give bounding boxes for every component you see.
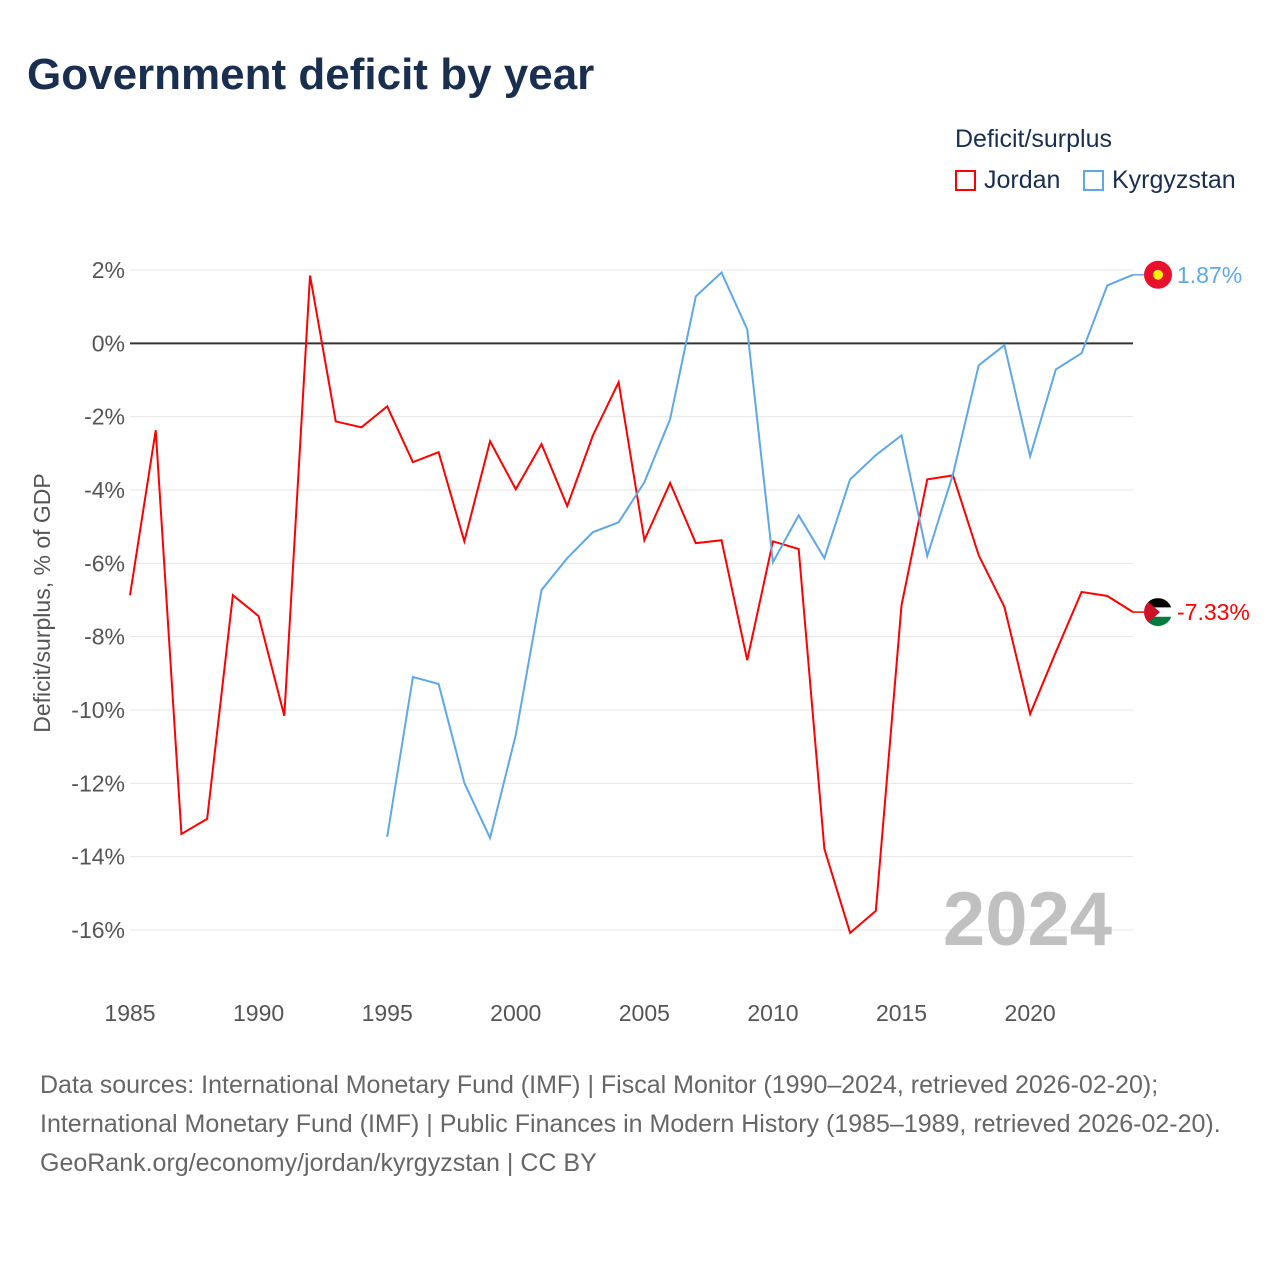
legend-item-kyrgyzstan[interactable]: Kyrgyzstan	[1083, 166, 1236, 195]
kyrgyzstan-flag-icon	[1144, 260, 1172, 289]
line-chart: 2% 0% -2% -4% -6% -8% -10% -12% -14% -16% 1985 1990…	[29, 257, 1250, 1026]
x-tick-label: 2015	[876, 1000, 927, 1026]
x-tick-label: 2000	[490, 1000, 541, 1026]
legend-swatch-jordan	[955, 170, 976, 191]
y-tick-label: -14%	[71, 844, 125, 870]
y-tick-label: 0%	[92, 330, 125, 356]
end-value-label: 1.87%	[1177, 262, 1242, 288]
y-tick-label: 2%	[92, 257, 125, 283]
flag-triangle	[1144, 598, 1160, 627]
x-tick-label: 2005	[619, 1000, 670, 1026]
x-tick-label: 1990	[233, 1000, 284, 1026]
footer: Data sources: International Monetary Fun…	[40, 1066, 1240, 1183]
legend-item-jordan[interactable]: Jordan	[955, 166, 1060, 195]
y-tick-label: -12%	[71, 770, 125, 796]
y-axis-label: Deficit/surplus, % of GDP	[29, 473, 55, 732]
x-tick-label: 1985	[104, 1000, 155, 1026]
y-tick-label: -8%	[84, 624, 125, 650]
x-tick-label: 2020	[1005, 1000, 1056, 1026]
flag-stripes	[1144, 598, 1172, 627]
end-value-label: -7.33%	[1177, 599, 1250, 625]
flag-sun	[1153, 269, 1163, 280]
legend-label: Jordan	[984, 166, 1061, 194]
y-tick-label: -4%	[84, 477, 125, 503]
y-tick-label: -16%	[71, 917, 125, 943]
y-tick-label: -2%	[84, 404, 125, 430]
series-line-kyrgyzstan	[386, 270, 1134, 841]
legend-label: Kyrgyzstan	[1112, 166, 1236, 194]
chart-title: Government deficit by year	[27, 50, 595, 99]
y-tick-label: -10%	[71, 697, 125, 723]
y-tick-label: -6%	[84, 550, 125, 576]
series-line-jordan	[129, 275, 1134, 935]
x-tick-label: 2010	[747, 1000, 798, 1026]
data-sources: Data sources: International Monetary Fun…	[40, 1071, 1221, 1138]
flag-stripe-green	[1144, 616, 1172, 627]
jordan-flag-icon	[1144, 598, 1172, 627]
legend-title: Deficit/surplus	[955, 125, 1112, 153]
year-watermark: 2024	[943, 877, 1112, 962]
legend-swatch-kyrgyzstan	[1083, 170, 1104, 191]
flag-stripe-black	[1144, 598, 1172, 608]
credit-link[interactable]: GeoRank.org/economy/jordan/kyrgyzstan | …	[40, 1149, 597, 1177]
x-tick-label: 1995	[362, 1000, 413, 1026]
